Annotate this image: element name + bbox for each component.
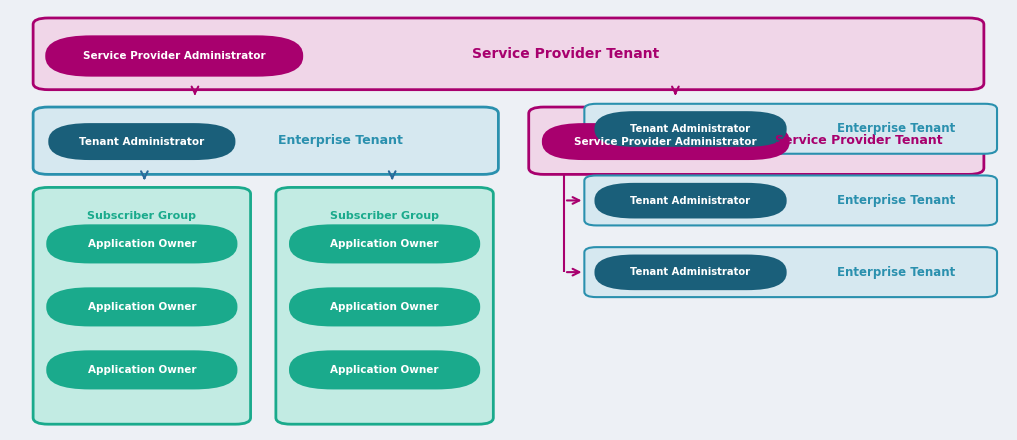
- FancyBboxPatch shape: [48, 123, 235, 160]
- FancyBboxPatch shape: [595, 183, 786, 219]
- Text: Service Provider Tenant: Service Provider Tenant: [472, 47, 659, 61]
- Text: Tenant Administrator: Tenant Administrator: [79, 136, 204, 147]
- Text: Service Provider Administrator: Service Provider Administrator: [575, 136, 757, 147]
- Text: Application Owner: Application Owner: [331, 239, 439, 249]
- FancyBboxPatch shape: [542, 123, 789, 160]
- FancyBboxPatch shape: [34, 107, 498, 174]
- FancyBboxPatch shape: [289, 224, 480, 264]
- Text: Service Provider Tenant: Service Provider Tenant: [775, 134, 943, 147]
- Text: Application Owner: Application Owner: [331, 302, 439, 312]
- Text: Application Owner: Application Owner: [331, 365, 439, 375]
- Text: Subscriber Group: Subscriber Group: [87, 211, 196, 220]
- FancyBboxPatch shape: [46, 224, 237, 264]
- Text: Application Owner: Application Owner: [87, 239, 196, 249]
- Text: Enterprise Tenant: Enterprise Tenant: [837, 266, 955, 279]
- FancyBboxPatch shape: [34, 187, 250, 424]
- FancyBboxPatch shape: [585, 247, 997, 297]
- Text: Application Owner: Application Owner: [87, 365, 196, 375]
- FancyBboxPatch shape: [585, 176, 997, 225]
- FancyBboxPatch shape: [276, 187, 493, 424]
- Text: Application Owner: Application Owner: [87, 302, 196, 312]
- Text: Tenant Administrator: Tenant Administrator: [631, 268, 751, 277]
- FancyBboxPatch shape: [289, 350, 480, 389]
- Text: Tenant Administrator: Tenant Administrator: [631, 124, 751, 134]
- FancyBboxPatch shape: [595, 254, 786, 290]
- FancyBboxPatch shape: [529, 107, 983, 174]
- FancyBboxPatch shape: [34, 18, 983, 90]
- FancyBboxPatch shape: [46, 35, 303, 77]
- Text: Enterprise Tenant: Enterprise Tenant: [837, 194, 955, 207]
- FancyBboxPatch shape: [585, 104, 997, 154]
- FancyBboxPatch shape: [595, 111, 786, 147]
- Text: Enterprise Tenant: Enterprise Tenant: [278, 134, 403, 147]
- Text: Service Provider Administrator: Service Provider Administrator: [83, 51, 265, 61]
- Text: Tenant Administrator: Tenant Administrator: [631, 196, 751, 205]
- FancyBboxPatch shape: [289, 287, 480, 326]
- Text: Enterprise Tenant: Enterprise Tenant: [837, 122, 955, 135]
- FancyBboxPatch shape: [46, 350, 237, 389]
- Text: Subscriber Group: Subscriber Group: [331, 211, 439, 220]
- FancyBboxPatch shape: [46, 287, 237, 326]
